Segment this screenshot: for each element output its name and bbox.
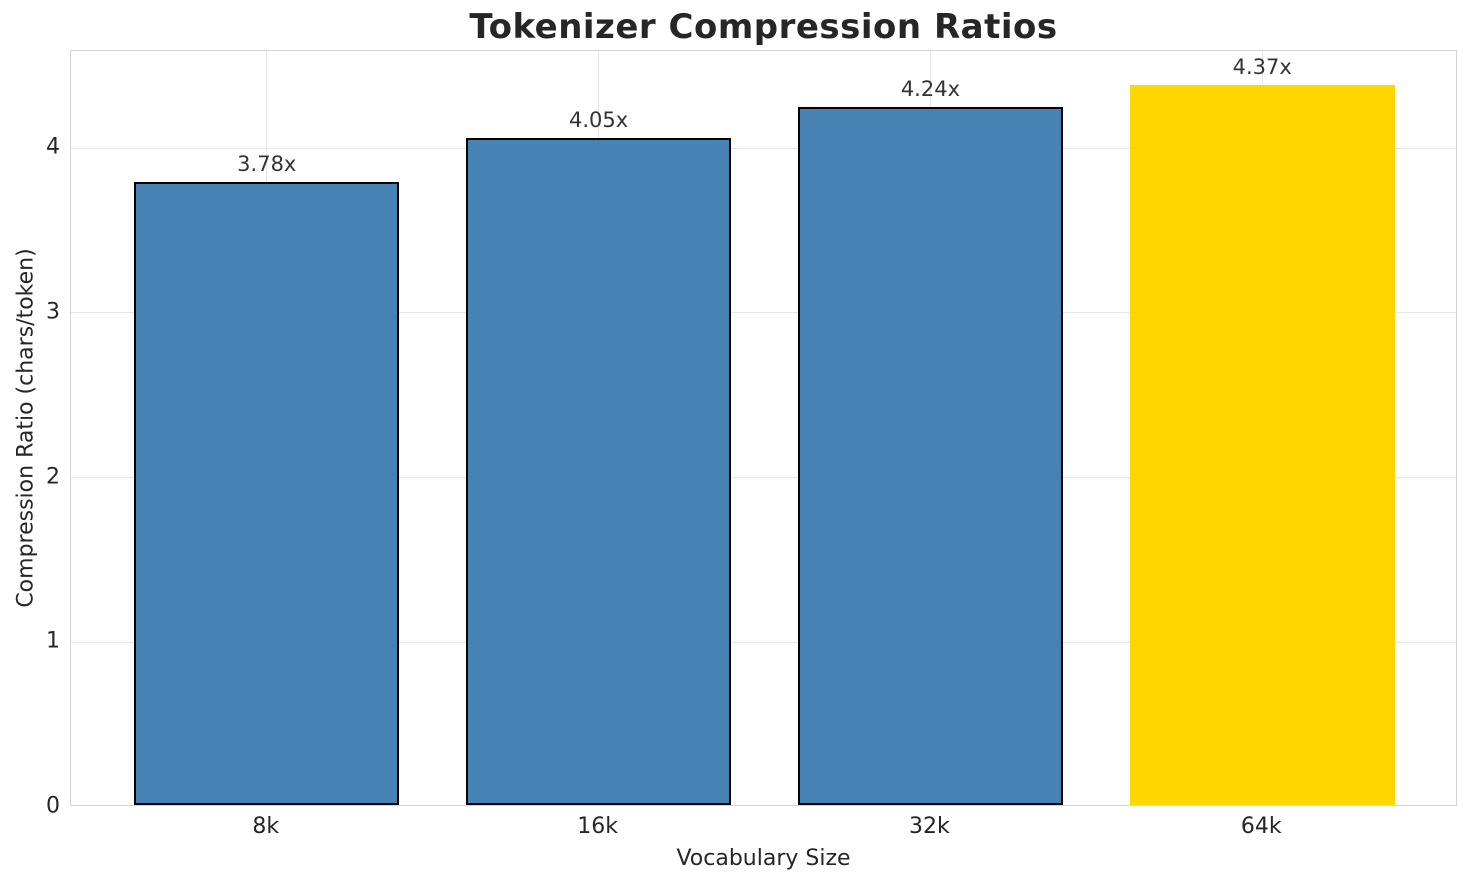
h-gridline [71,641,1456,643]
x-tick-label: 64k [1240,814,1282,839]
y-tick-label: 3 [46,299,60,325]
bar-value-label: 4.37x [1232,55,1292,80]
x-tick-label: 8k [252,814,280,839]
y-tick-label: 4 [46,134,60,160]
bar-value-label: 3.78x [237,152,297,177]
x-tick-label: 16k [577,814,618,839]
y-tick-label: 2 [46,464,60,490]
x-axis-label: Vocabulary Size [676,846,851,871]
y-tick-label: 0 [46,793,60,819]
bar [134,182,400,805]
h-gridline [71,147,1456,149]
plot-area: 3.78x 4.05x 4.24x 4.37x [70,50,1457,806]
h-gridline [71,477,1456,479]
bar-value-label: 4.24x [900,76,960,101]
bar-value-label: 4.05x [568,107,629,132]
x-tick-label: 32k [909,814,950,839]
h-gridline [71,312,1456,314]
bar [797,106,1064,805]
bar [465,137,732,805]
chart-title: Tokenizer Compression Ratios [469,7,1058,47]
y-axis-label: Compression Ratio (chars/token) [13,248,39,608]
bar-highlighted [1129,85,1395,805]
y-tick-label: 1 [46,628,60,654]
